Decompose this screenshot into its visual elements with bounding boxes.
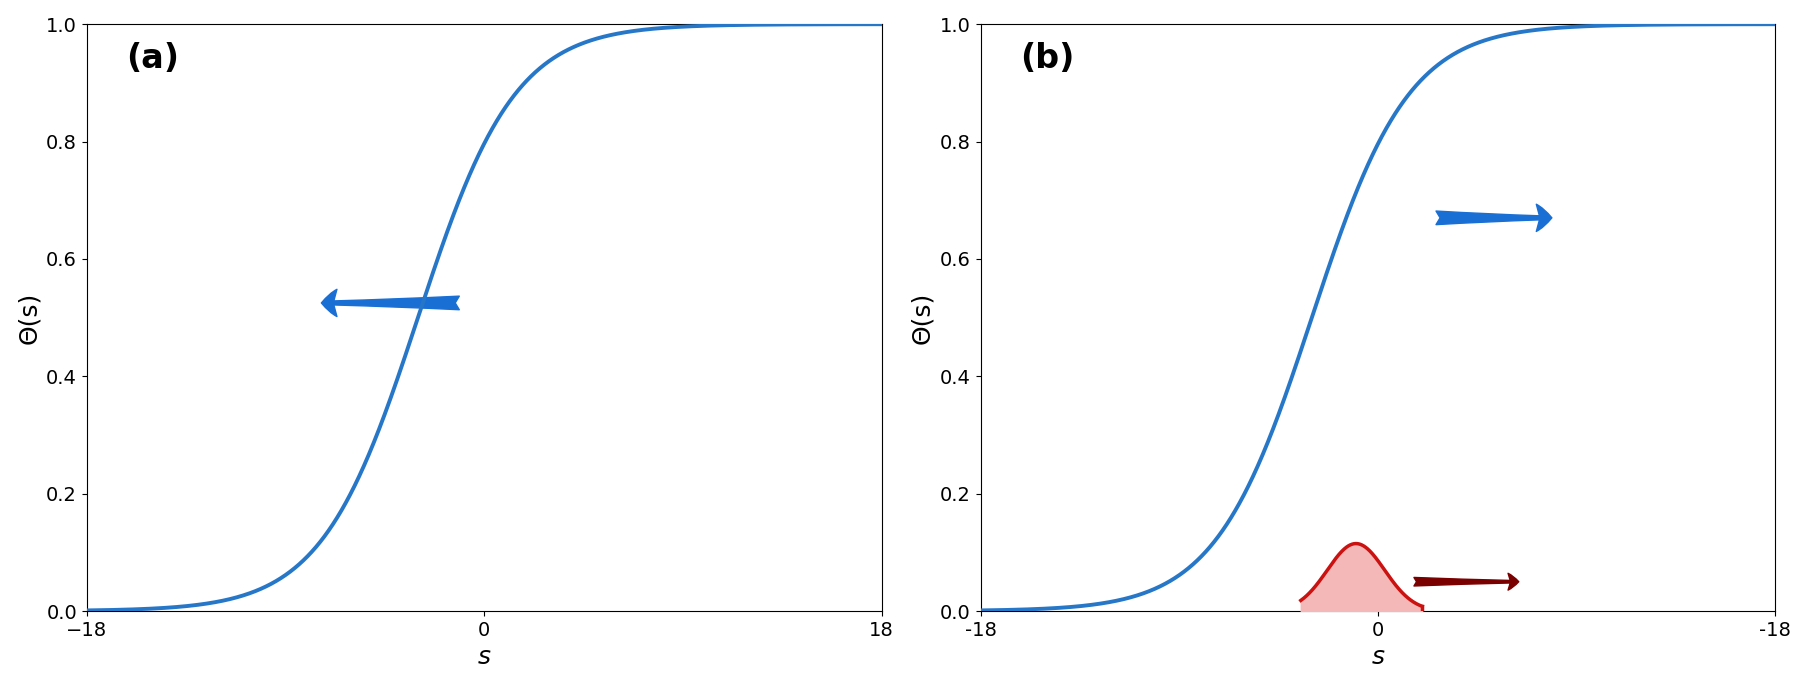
X-axis label: s: s: [1372, 646, 1384, 670]
Text: (a): (a): [126, 42, 179, 75]
Text: (b): (b): [1019, 42, 1073, 75]
X-axis label: s: s: [477, 646, 490, 670]
Y-axis label: Θ(s): Θ(s): [16, 292, 40, 344]
Y-axis label: Θ(s): Θ(s): [911, 292, 934, 344]
